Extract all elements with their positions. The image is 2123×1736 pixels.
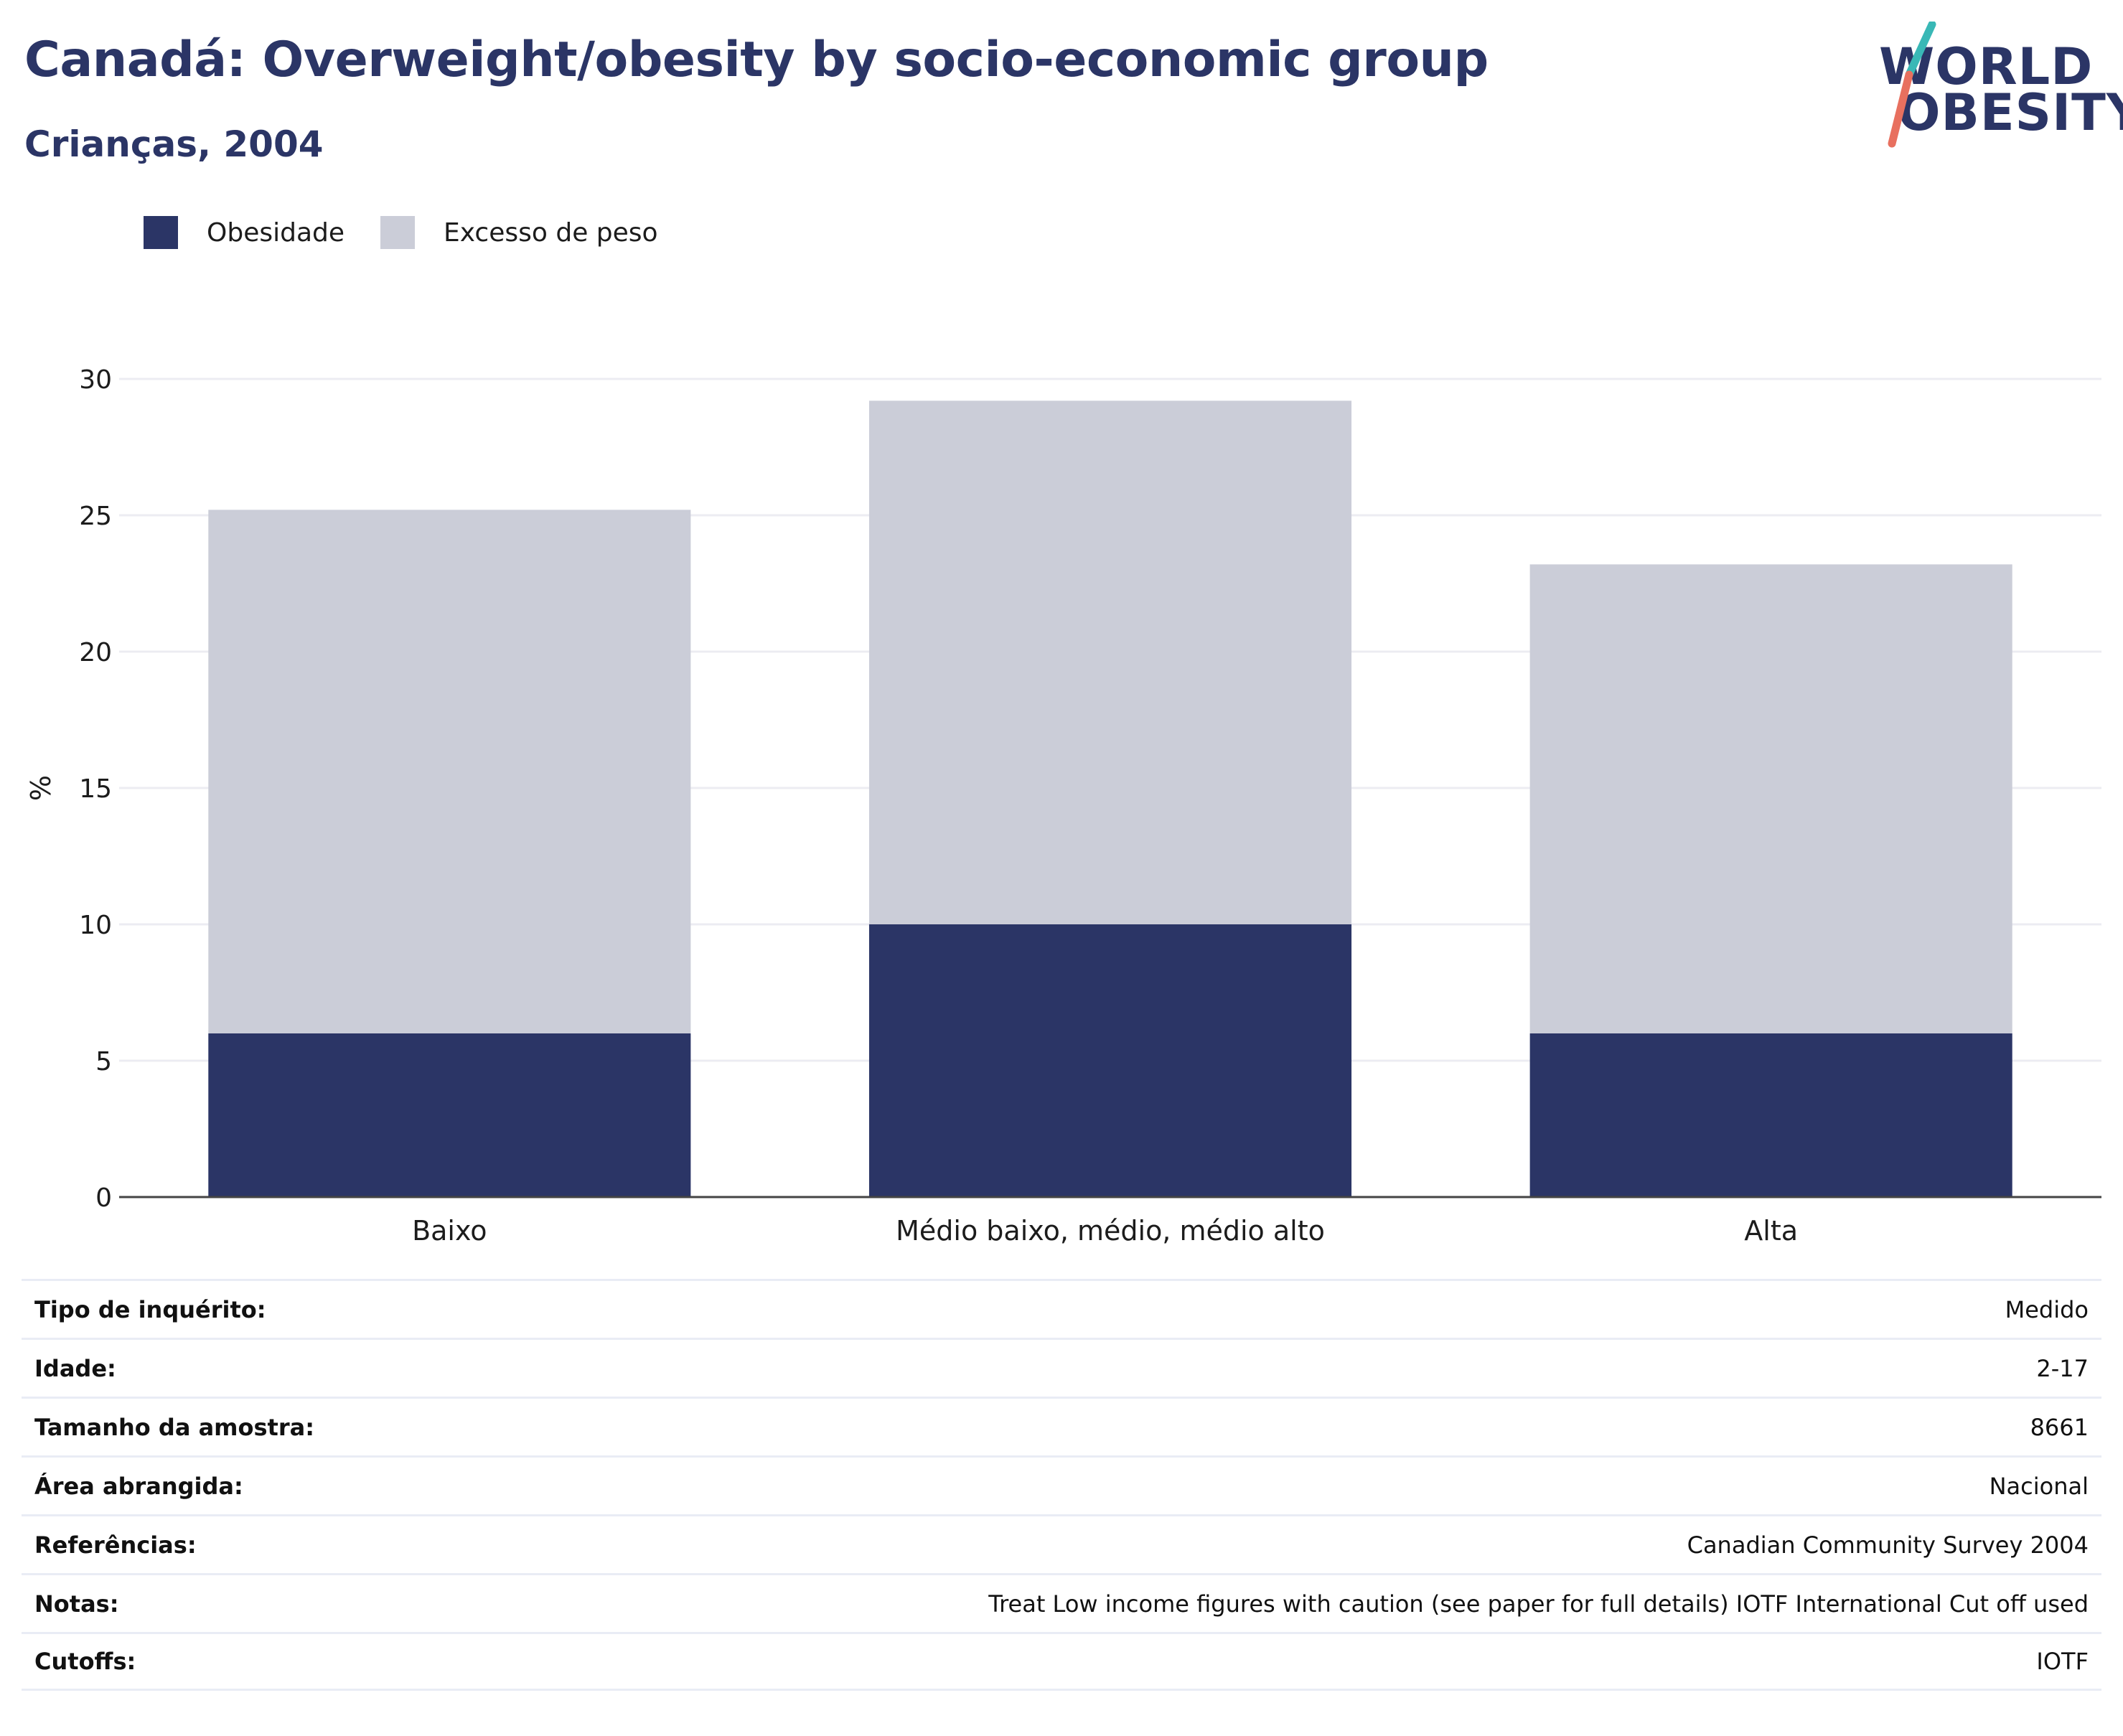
info-label: Área abrangida:	[34, 1472, 243, 1500]
x-tick-label: Médio baixo, médio, médio alto	[896, 1215, 1325, 1247]
info-row: Referências: Canadian Community Survey 20…	[22, 1514, 2101, 1573]
y-tick-label: 25	[79, 502, 112, 531]
bar-obesity	[868, 924, 1352, 1197]
info-value: 8661	[2030, 1413, 2089, 1441]
info-value: Canadian Community Survey 2004	[1687, 1531, 2089, 1559]
info-row: Notas: Treat Low income figures with caut…	[22, 1573, 2101, 1632]
info-label: Notas:	[34, 1590, 119, 1618]
bar-obesity	[1529, 1033, 2012, 1197]
info-row: Tamanho da amostra: 8661	[22, 1397, 2101, 1455]
info-row: Cutoffs: IOTF	[22, 1632, 2101, 1691]
legend-swatch-obesity	[144, 216, 178, 249]
bar-overweight	[868, 400, 1352, 924]
legend-item-obesity[interactable]: Obesidade	[144, 212, 345, 253]
info-value: IOTF	[2036, 1648, 2089, 1675]
logo-text-obesity: OBESITY	[1898, 83, 2123, 142]
info-row: Tipo de inquérito: Medido	[22, 1279, 2101, 1338]
info-label: Tipo de inquérito:	[34, 1295, 266, 1323]
info-label: Cutoffs:	[34, 1648, 136, 1675]
bar-overweight	[208, 510, 691, 1033]
y-tick-label: 5	[95, 1047, 112, 1076]
info-row: Área abrangida: Nacional	[22, 1455, 2101, 1514]
y-tick-label: 30	[79, 365, 112, 395]
chart-subtitle: Crianças, 2004	[24, 123, 324, 165]
y-axis-title: %	[25, 775, 57, 801]
info-label: Referências:	[34, 1531, 197, 1559]
info-row: Idade: 2-17	[22, 1338, 2101, 1397]
chart-title: Canadá: Overweight/obesity by socio-econ…	[24, 32, 1489, 88]
survey-info-table: Tipo de inquérito: Medido Idade: 2-17 Tamanh…	[22, 1279, 2101, 1691]
x-tick-label: Alta	[1744, 1215, 1798, 1247]
legend-item-overweight[interactable]: Excesso de peso	[380, 212, 658, 253]
logo-slash-icon	[1888, 22, 1936, 148]
y-tick-label: 20	[79, 638, 112, 667]
legend-swatch-overweight	[380, 216, 415, 249]
world-obesity-logo: WORLD OBESITY	[1866, 22, 2123, 151]
bar-overweight	[1529, 564, 2012, 1033]
y-tick-label: 10	[79, 911, 112, 940]
legend-label-obesity: Obesidade	[207, 217, 345, 248]
info-value: Nacional	[1989, 1472, 2089, 1500]
legend-label-overweight: Excesso de peso	[444, 217, 658, 248]
info-value: Medido	[2005, 1295, 2089, 1323]
y-tick-label: 0	[95, 1183, 112, 1213]
y-tick-label: 15	[79, 774, 112, 804]
bar-obesity	[208, 1033, 691, 1197]
x-tick-label: Baixo	[412, 1215, 487, 1247]
info-label: Tamanho da amostra:	[34, 1413, 314, 1441]
info-label: Idade:	[34, 1354, 116, 1382]
bar-chart: 0 5 10 15 20 25 30% Baixo Médio baixo, médio, mé…	[25, 365, 2101, 1247]
info-value: 2-17	[2036, 1354, 2089, 1382]
info-value: Treat Low income figures with caution (s…	[988, 1590, 2089, 1618]
